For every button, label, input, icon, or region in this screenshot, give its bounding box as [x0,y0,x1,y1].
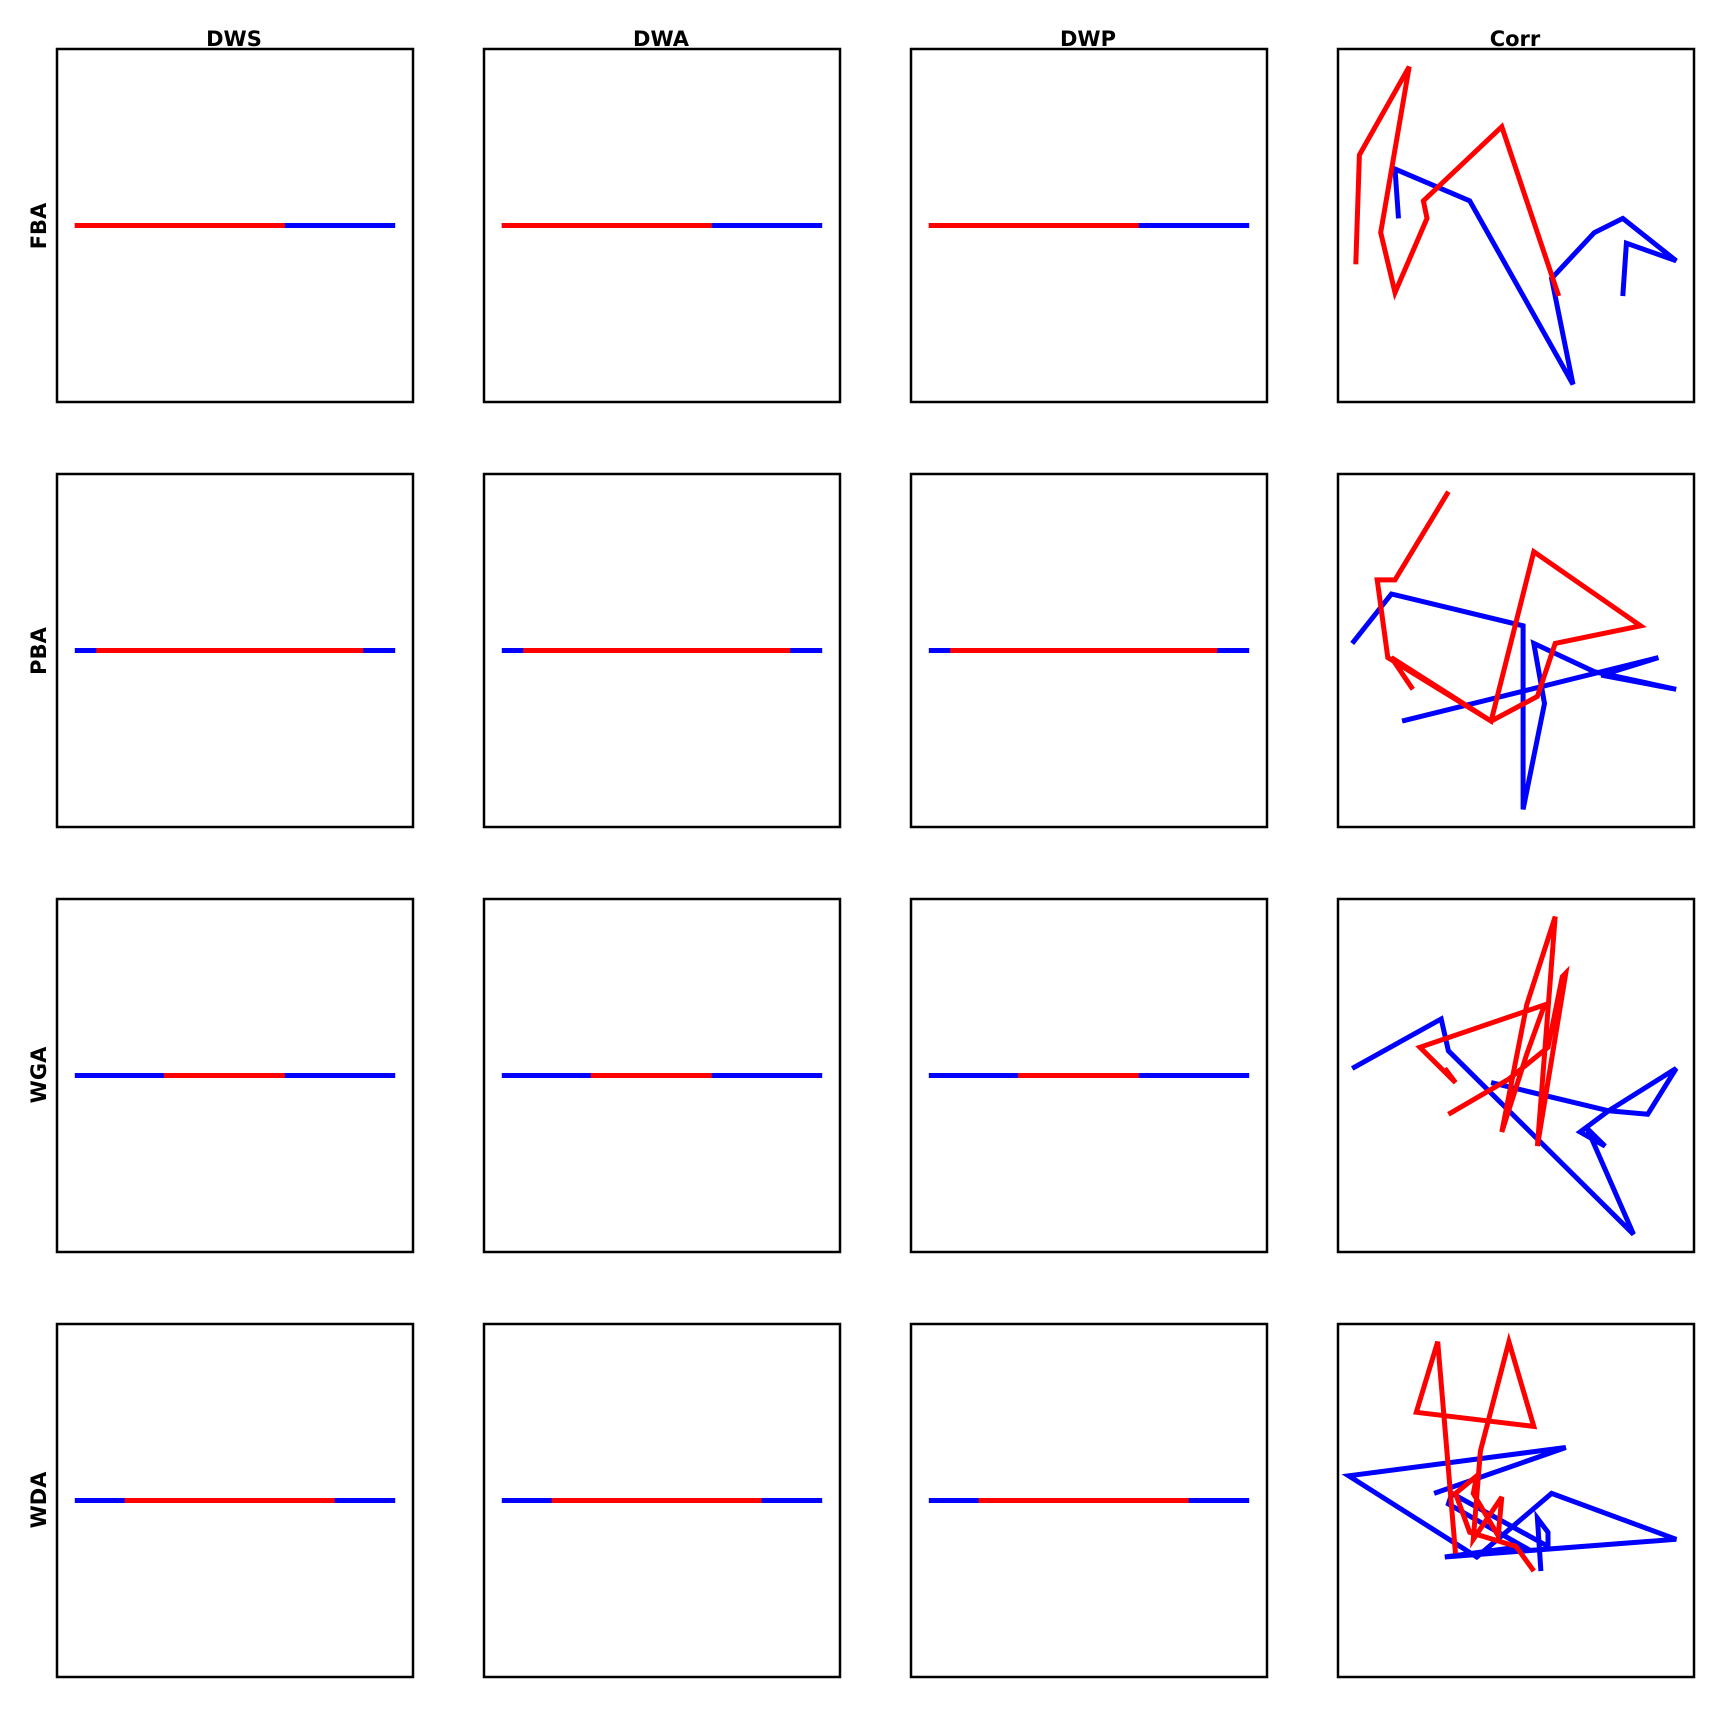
panel-wga-dwp [909,897,1269,1254]
series-line-red [1353,65,1562,301]
panel-pba-dwp [909,472,1269,829]
panel-fba-dws [55,47,415,404]
series-line-red [1415,915,1570,1147]
panel-pba-dws [55,472,415,829]
series-line-red [1413,1332,1538,1573]
series-line-red [1374,490,1647,726]
panel-frame [1336,1322,1696,1679]
series-line-blue [1350,1015,1679,1237]
col-title-dwa: DWA [633,27,690,51]
panel-wda-corr [1336,1322,1696,1679]
panel-wda-dws [55,1322,415,1679]
series-line-blue [1350,591,1677,810]
col-title-dws: DWS [206,27,262,51]
row-title-pba: PBA [27,626,51,674]
panel-pba-corr [1336,472,1696,829]
panel-wga-dwa [482,897,842,1254]
series-line-blue [1392,165,1678,386]
panel-fba-dwa [482,47,842,404]
panel-wga-dws [55,897,415,1254]
panel-fba-dwp [909,47,1269,404]
panel-wda-dwa [482,1322,842,1679]
panel-frame [1336,472,1696,829]
panels-layer [55,47,1696,1679]
row-title-wda: WDA [27,1471,51,1529]
panel-wga-corr [1336,897,1696,1254]
row-title-wga: WGA [27,1046,51,1103]
titles-layer: DWS DWA DWP Corr FBA PBA WGA WDA [27,27,1541,1528]
panel-wda-dwp [909,1322,1269,1679]
panel-pba-dwa [482,472,842,829]
col-title-dwp: DWP [1060,27,1116,51]
series-line-blue [1341,1445,1678,1572]
panel-fba-corr [1336,47,1696,404]
row-title-fba: FBA [27,202,51,249]
col-title-corr: Corr [1490,27,1541,51]
